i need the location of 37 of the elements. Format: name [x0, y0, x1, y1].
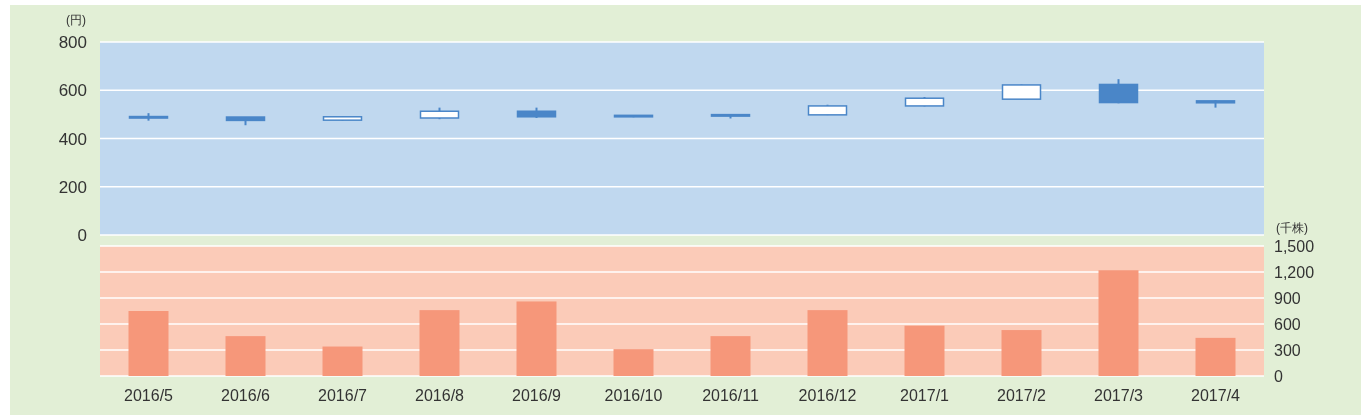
bar — [1195, 337, 1236, 376]
y-tick-label: 1,200 — [1274, 264, 1315, 281]
x-tick-label: 2016/11 — [702, 387, 759, 404]
y-tick-label: 0 — [77, 226, 87, 245]
bar — [225, 336, 266, 376]
y-tick-label: 900 — [1274, 290, 1301, 307]
x-tick-label: 2016/5 — [124, 387, 174, 404]
y-tick-label: 200 — [58, 177, 87, 197]
bar — [904, 325, 945, 376]
x-tick-label: 2016/6 — [221, 387, 271, 404]
x-tick-label: 2017/3 — [1094, 387, 1144, 404]
bar — [613, 349, 654, 376]
y-axis-title: (円) — [66, 13, 86, 27]
y-tick-label: 800 — [58, 33, 87, 52]
x-tick-label: 2016/7 — [318, 387, 368, 404]
y-tick-label: 0 — [1274, 368, 1283, 385]
bar — [128, 311, 169, 376]
bar — [322, 346, 363, 376]
y-tick-label: 1,500 — [1274, 238, 1315, 255]
x-tick-label: 2016/8 — [415, 387, 465, 404]
y-tick-label: 600 — [1274, 316, 1301, 333]
x-tick-label: 2016/9 — [512, 387, 562, 404]
x-tick-label: 2017/1 — [900, 387, 950, 404]
bar — [710, 336, 751, 376]
x-tick-label: 2017/4 — [1191, 387, 1241, 404]
x-tick-label: 2017/2 — [997, 387, 1047, 404]
bar — [807, 310, 848, 376]
y-axis-title: (千株) — [1276, 221, 1308, 235]
y-tick-label: 300 — [1274, 342, 1301, 359]
bar — [516, 301, 557, 376]
x-tick-label: 2016/10 — [604, 387, 663, 404]
bar — [419, 310, 460, 376]
y-tick-label: 400 — [58, 129, 87, 149]
x-tick-label: 2016/12 — [798, 387, 857, 404]
bar — [1098, 270, 1139, 376]
y-tick-label: 600 — [58, 81, 87, 101]
bar — [1001, 330, 1042, 376]
